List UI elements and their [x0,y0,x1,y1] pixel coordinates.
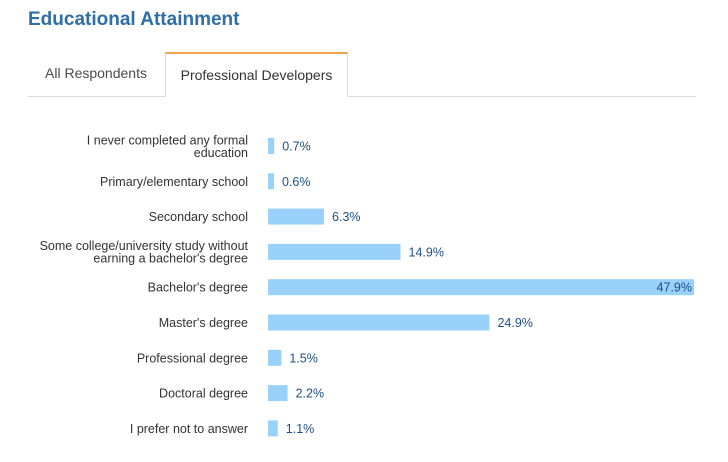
bar [268,243,401,260]
category-label: Primary/elementary school [100,175,248,189]
category-label: I prefer not to answer [130,422,248,436]
category-label: I never completed any formal [87,133,248,147]
category-label: Doctoral degree [159,387,248,401]
bar [268,279,694,296]
category-label: education [194,146,248,160]
category-label: Professional degree [137,351,248,365]
value-label: 14.9% [409,245,444,259]
tab-bar: All Respondents Professional Developers [28,52,696,97]
category-label: Secondary school [149,210,248,224]
category-label: Bachelor's degree [148,281,248,295]
category-label: Some college/university study without [40,239,249,253]
category-label: earning a bachelor's degree [93,252,248,266]
bar [268,208,325,225]
value-label: 0.7% [282,140,311,154]
bar [268,314,490,331]
value-label: 2.2% [296,387,325,401]
bar [268,385,288,402]
value-label: 24.9% [497,316,532,330]
bar [268,138,275,154]
bar [268,173,274,190]
page-title: Educational Attainment [28,9,240,30]
value-label: 6.3% [332,210,361,224]
value-label: 1.5% [289,351,318,365]
value-label: 47.9% [657,281,692,295]
tab-all-respondents[interactable]: All Respondents [45,65,147,81]
bar [268,420,278,437]
value-label: 1.1% [286,422,315,436]
bar-chart: I never completed any formal education 0.7… [0,128,728,458]
bar [268,349,282,366]
tab-professional-developers[interactable]: Professional Developers [165,52,348,97]
category-label: Master's degree [159,316,248,330]
value-label: 0.6% [282,175,311,189]
